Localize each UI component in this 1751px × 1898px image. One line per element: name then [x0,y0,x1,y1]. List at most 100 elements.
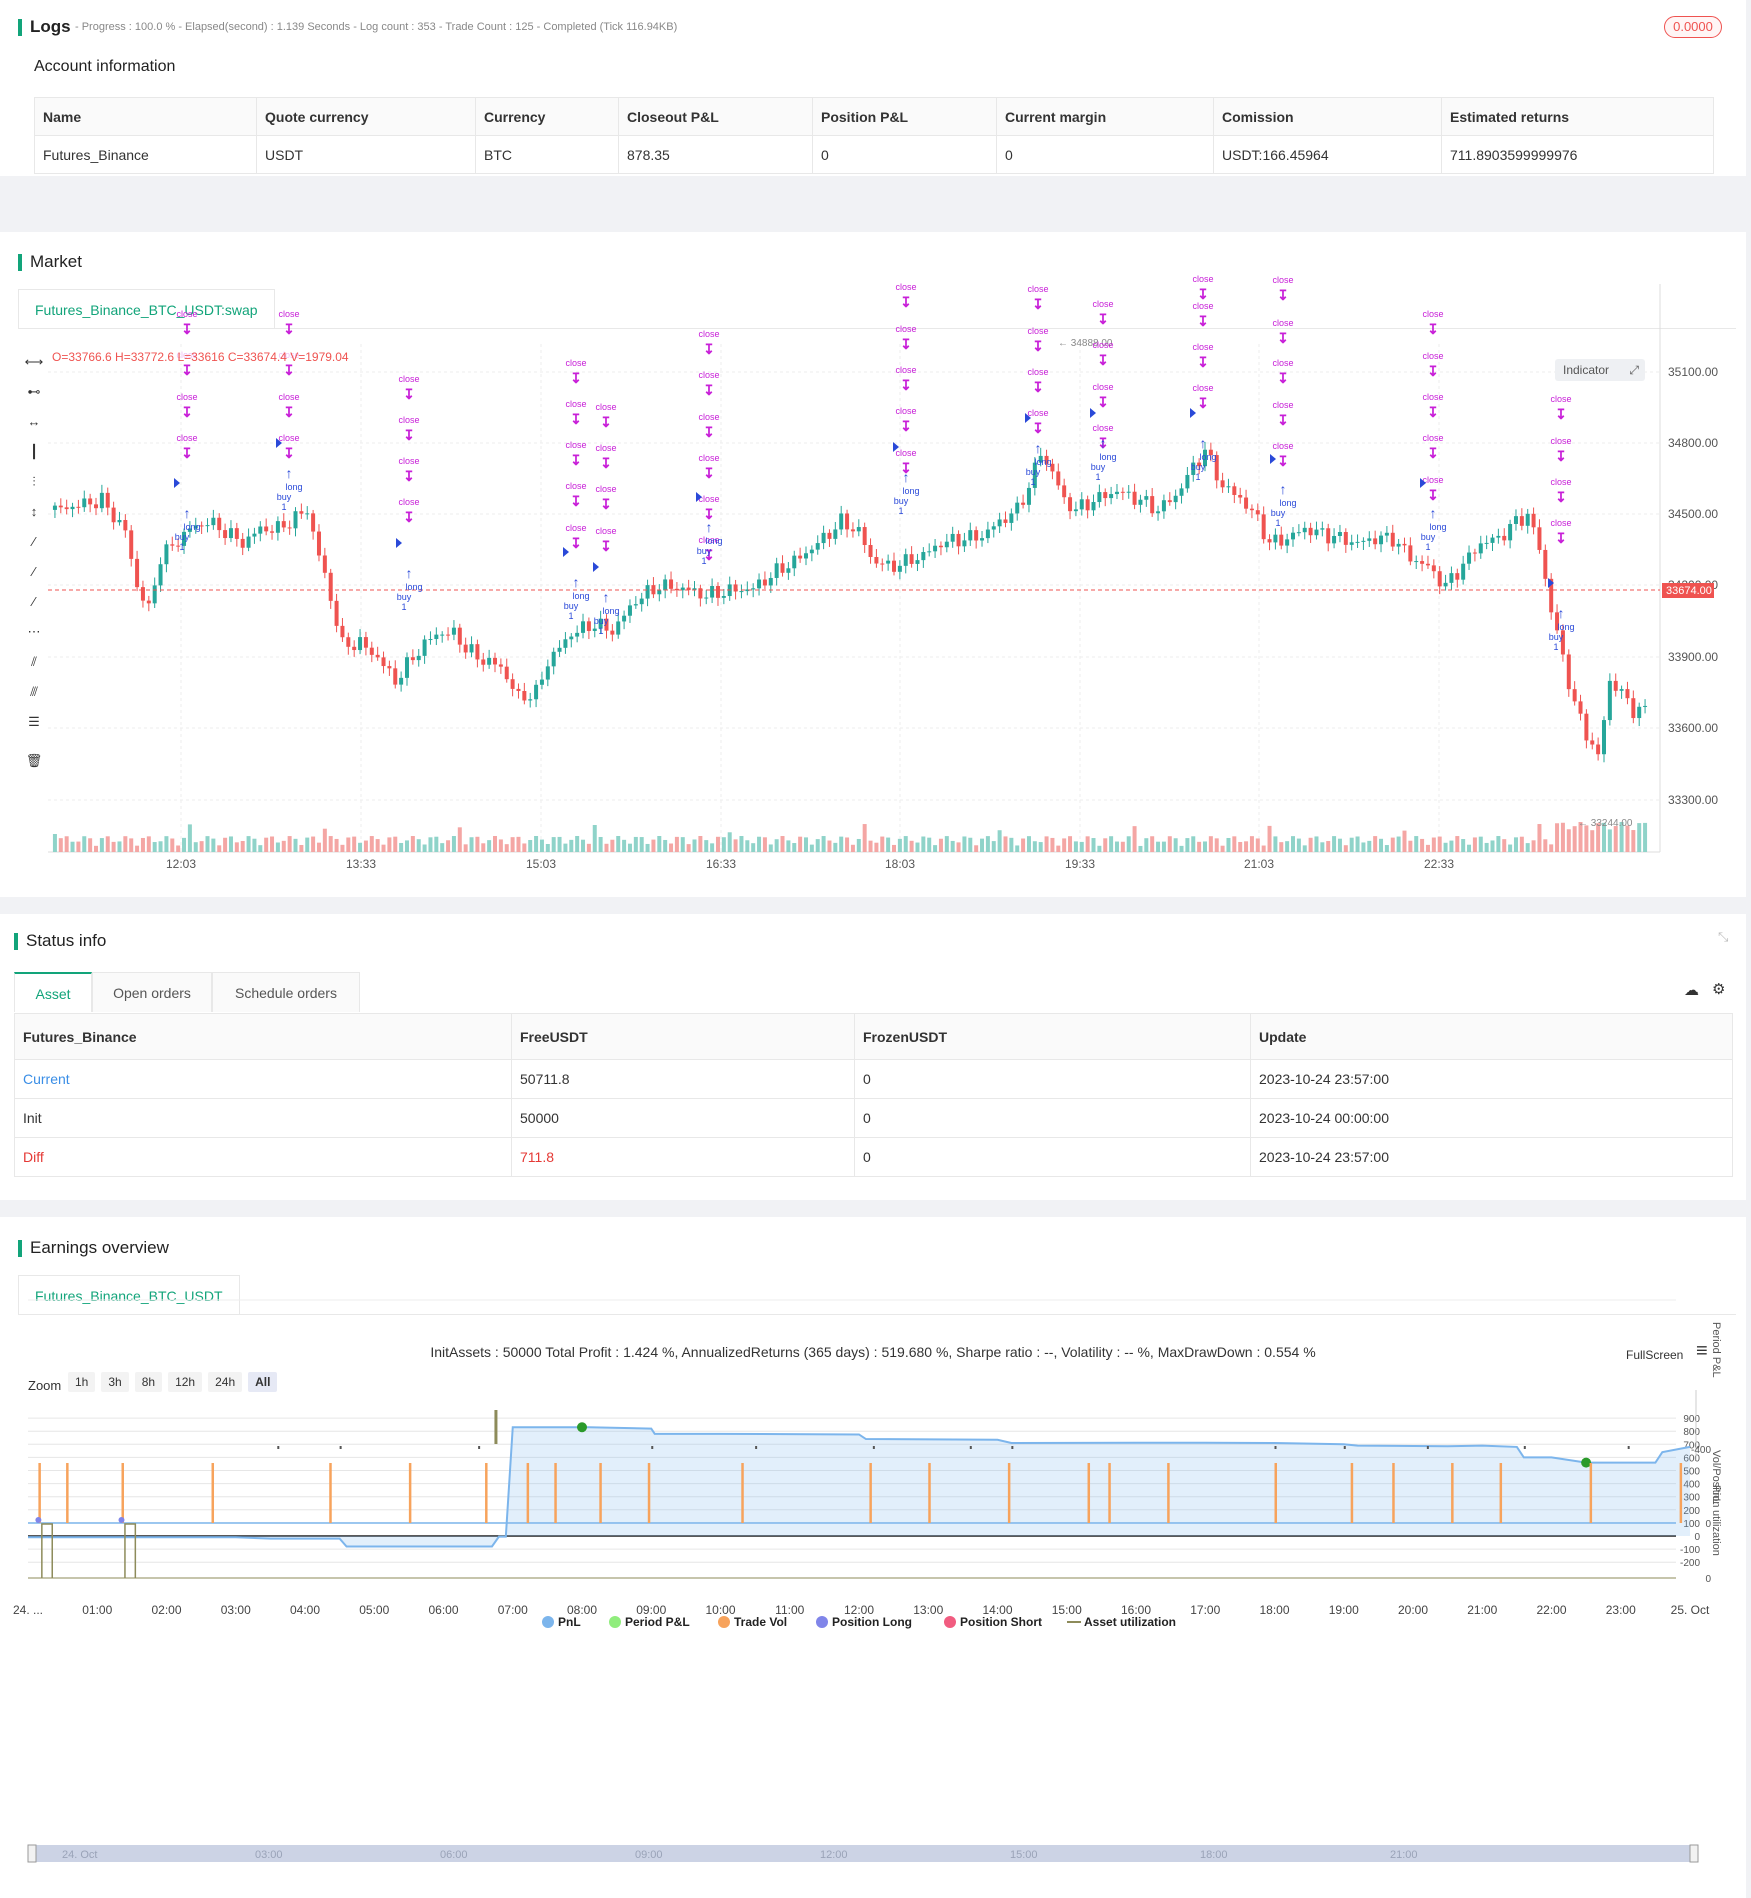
tab-schedule-orders[interactable]: Schedule orders [212,972,360,1012]
ray-tool-icon[interactable]: ⁄ [32,564,36,579]
candle-body [1191,462,1196,475]
volume-bar [1255,838,1260,852]
zoom-button-24h[interactable]: 24h [208,1372,243,1392]
volume-bar [1437,836,1442,852]
earnings-time-tick: 05:00 [359,1603,389,1617]
volume-bar [82,836,87,852]
candlestick-chart[interactable]: 35100.0034800.0034500.0034200.0033900.00… [0,232,1746,897]
fullscreen-button[interactable]: FullScreen [1626,1348,1684,1362]
price-range-tool-icon[interactable]: ⋯ [27,624,41,639]
candle-body [493,657,498,665]
candle-body [1132,491,1137,505]
horizontal-ray-tool-icon[interactable]: ⊷ [27,384,41,399]
close-marker-arrow-icon: ↧ [1097,435,1109,451]
volume-bar [1214,838,1219,852]
buy-marker-label: buy [1271,508,1286,518]
buy-marker-label: buy [697,546,712,556]
time-tick-label: 16:33 [706,857,736,871]
earnings-time-tick: 07:00 [498,1603,528,1617]
candle-body [422,639,427,656]
extended-line-tool-icon[interactable]: ↔ [27,414,41,429]
volume-bar [1073,841,1078,852]
candle-body [1050,463,1055,472]
candle-body [328,572,333,601]
collapse-icon[interactable]: ⤡ [1718,929,1729,944]
asset-cell: 711.8 [511,1137,855,1177]
volume-bar [240,840,245,852]
fib-retracement-tool-icon[interactable]: ☰ [28,714,40,729]
candle-body [1443,582,1448,587]
asset-cell[interactable]: Current [14,1059,512,1099]
zoom-button-3h[interactable]: 3h [101,1372,129,1392]
close-marker-arrow-icon: ↧ [283,445,295,461]
indicator-button[interactable]: Indicator ⤢ [1555,359,1645,381]
trade-vol-bar [1167,1463,1170,1523]
trade-vol-bar [1589,1463,1593,1523]
volume-bar [1355,836,1360,852]
close-marker-label: close [1092,423,1113,433]
volume-bar [1138,845,1143,852]
candle-body [1320,528,1325,530]
horizontal-line-tool-icon[interactable]: ⟷ [24,354,44,369]
tab-market-symbol[interactable]: Futures_Binance_BTC_USDT:swap [18,289,275,329]
volume-bar [616,836,621,852]
cloud-download-icon[interactable]: ☁ [1684,982,1699,999]
candle-body [827,532,832,539]
vertical-line-tool-icon[interactable]: ┃ [30,444,38,459]
parallel-channel-tool-icon[interactable]: ⫽ [31,654,37,669]
trash-icon[interactable]: 🗑 [25,753,43,768]
volume-bar [287,836,292,852]
entry-triangle-icon [1090,408,1096,418]
candle-body [416,655,421,661]
close-marker-arrow-icon: ↧ [900,418,912,434]
volume-bar [733,839,738,852]
close-marker-label: close [1422,433,1443,443]
candle-body [1261,514,1266,540]
candle-body [275,521,280,533]
volume-bar [1050,837,1055,852]
zoom-button-12h[interactable]: 12h [168,1372,203,1392]
candle-body [669,579,674,589]
settings-gear-icon[interactable]: ⚙ [1712,981,1726,998]
pitchfork-tool-icon[interactable]: ⫻ [30,684,38,699]
candle-body [598,618,603,629]
vertical-segment-tool-icon[interactable]: ⫶ [32,474,36,489]
volume-bar [1443,842,1448,852]
earnings-chart[interactable]: 900 800 700 600 500 400 300 200 100 0 -100 -200 PnL -… [0,1217,1746,1898]
expand-icon[interactable]: ⤢ [1629,363,1639,377]
volume-bar [334,838,339,852]
candle-body [1496,535,1501,538]
zoom-button-All[interactable]: All [248,1372,278,1392]
menu-icon[interactable]: ≡ [1696,1340,1708,1362]
max-pnl-point [577,1422,587,1433]
candle-body [745,589,750,592]
volume-bar [387,837,392,852]
close-marker-arrow-icon: ↧ [181,321,193,337]
segment-tool-icon[interactable]: ∕ [32,594,36,609]
high-price-label: ← 34888.00 [1058,338,1113,349]
candle-body [1549,578,1554,613]
volume-bar [1238,841,1243,852]
candle-body [111,507,116,523]
zoom-button-1h[interactable]: 1h [68,1372,96,1392]
close-marker-label: close [1192,342,1213,352]
volume-bar [176,845,181,852]
volume-bar [58,838,63,852]
candle-body [921,552,926,561]
candle-body [1607,680,1612,721]
candle-body [710,585,715,598]
tab-open-orders[interactable]: Open orders [92,972,212,1012]
volume-bar [1596,823,1601,852]
candle-body [557,647,562,652]
trend-line-tool-icon[interactable]: ⁄ [32,534,36,549]
earnings-time-tick: 23:00 [1606,1603,1636,1617]
close-marker-label: close [595,526,616,536]
close-marker-arrow-icon: ↧ [1427,321,1439,337]
close-marker-arrow-icon: ↧ [1197,354,1209,370]
vertical-ray-tool-icon[interactable]: ↕ [30,504,38,519]
tab-asset[interactable]: Asset [14,972,92,1012]
zoom-button-8h[interactable]: 8h [134,1372,163,1392]
status-title: Status info [13,931,107,950]
status-panel: Status info ⤡ Asset Open orders Schedule… [0,914,1746,1200]
candle-body [774,563,779,578]
